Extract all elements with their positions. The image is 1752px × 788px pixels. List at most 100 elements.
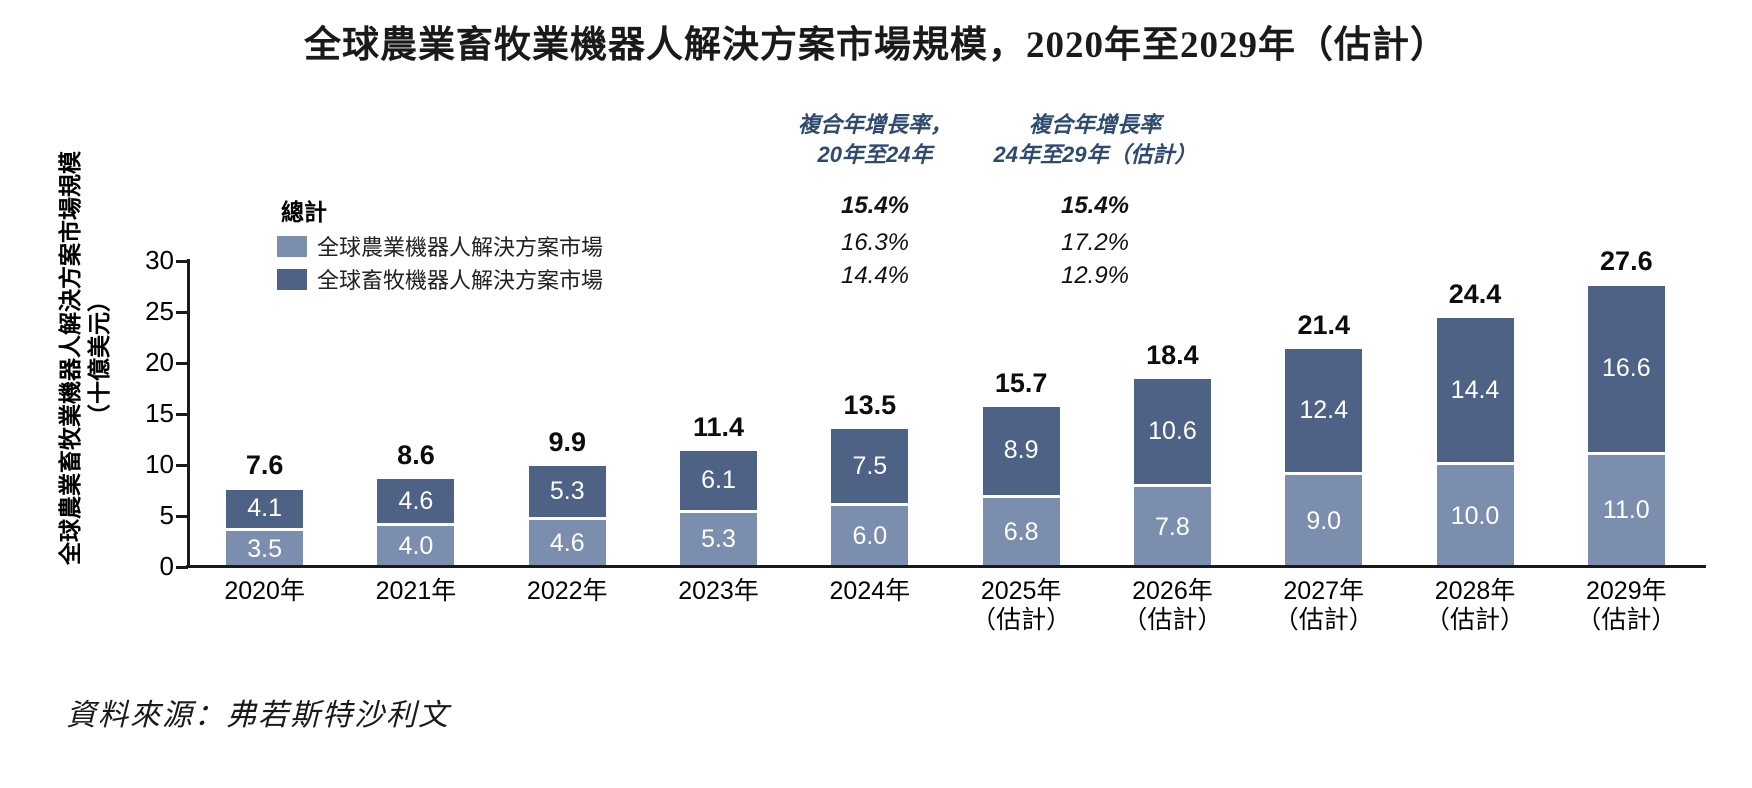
bar-segment-agriculture: 4.6	[377, 479, 455, 527]
x-label-year: 2027年	[1283, 577, 1365, 605]
bar-group: 27.6 16.6 11.0	[1551, 246, 1702, 567]
bar-total-label: 18.4	[1146, 340, 1199, 371]
y-tick-mark	[176, 413, 188, 416]
bar-total-label: 21.4	[1297, 309, 1350, 340]
bar-total-label: 27.6	[1600, 246, 1653, 277]
cagr-header-line2: 20年至24年	[817, 142, 933, 167]
segment-value-label: 3.5	[247, 534, 283, 563]
segment-value-label: 10.6	[1148, 417, 1197, 446]
x-label-year: 2028年	[1434, 577, 1516, 605]
segment-value-label: 4.6	[398, 486, 434, 515]
y-tick-label: 25	[145, 296, 174, 326]
bar-segment-livestock: 6.8	[982, 497, 1060, 567]
bar-group: 9.9 5.3 4.6	[492, 261, 643, 567]
y-tick-label: 30	[145, 245, 174, 275]
segment-value-label: 10.0	[1450, 501, 1500, 530]
stacked-bar: 16.6 11.0	[1587, 285, 1665, 567]
bar-segment-livestock: 4.0	[377, 526, 455, 567]
bar-segment-livestock: 9.0	[1285, 475, 1363, 567]
bar-total-label: 15.7	[994, 367, 1048, 398]
cagr-header-line1: 複合年增長率	[1028, 112, 1161, 137]
stacked-bar: 4.1 3.5	[226, 489, 304, 567]
x-label-year: 2022年	[526, 577, 608, 605]
y-tick-mark	[176, 515, 188, 518]
y-axis-line	[187, 259, 190, 567]
bar-segment-agriculture: 14.4	[1436, 318, 1514, 465]
bar-total-label: 8.6	[397, 440, 435, 471]
plot-area: 7.6 4.1 3.5 8.6 4.6 4.0 9.9 5.3 4.6 11.4 6.1 5.3 13.…	[189, 246, 1702, 567]
bar-segment-livestock: 7.8	[1133, 487, 1211, 567]
source-note: 資料來源：弗若斯特沙利文	[66, 699, 450, 732]
x-axis-category-label: 2025年 （估計）	[945, 577, 1096, 635]
x-axis-category-label: 2027年 （估計）	[1248, 577, 1399, 635]
bar-segment-livestock: 5.3	[680, 512, 758, 567]
cagr-header-line2: 24年至29年（估計）	[993, 142, 1197, 167]
legend-swatch-livestock	[277, 268, 307, 290]
segment-value-label: 6.8	[1003, 517, 1039, 546]
segment-value-label: 5.3	[549, 477, 585, 506]
x-label-year: 2023年	[678, 577, 759, 605]
segment-value-label: 7.8	[1155, 512, 1190, 541]
segment-value-label: 16.6	[1601, 354, 1651, 383]
segment-value-label: 5.3	[701, 525, 736, 554]
segment-value-label: 12.4	[1299, 395, 1349, 424]
x-axis-category-label: 2026年 （估計）	[1097, 577, 1248, 635]
y-tick-mark	[176, 566, 188, 569]
bar-group: 21.4 12.4 9.0	[1248, 261, 1399, 567]
x-label-estimate-note: （估計）	[1273, 606, 1374, 634]
x-axis-category-label: 2023年	[643, 577, 794, 635]
segment-value-label: 14.4	[1450, 375, 1500, 404]
y-axis-label-line1: 全球農業畜牧業機器人解決方案市場規模	[57, 151, 83, 565]
legend-label-livestock: 全球畜牧機器人解決方案市場	[317, 268, 604, 293]
cagr-header-2024-2029: 複合年增長率 24年至29年（估計）	[935, 110, 1255, 170]
segment-value-label: 11.0	[1602, 496, 1650, 525]
bar-segment-agriculture: 16.6	[1587, 285, 1665, 455]
cagr-livestock-2024-2029: 12.9%	[1060, 262, 1130, 289]
x-axis-category-label: 2028年 （估計）	[1399, 577, 1550, 635]
x-label-year: 2025年	[980, 577, 1062, 605]
x-label-estimate-note: （估計）	[1576, 606, 1677, 634]
y-tick-label: 5	[159, 500, 174, 530]
stacked-bar: 7.5 6.0	[831, 429, 909, 567]
y-tick-mark	[176, 362, 188, 365]
bar-total-label: 24.4	[1448, 279, 1502, 310]
y-tick-mark	[176, 464, 188, 467]
bar-group: 7.6 4.1 3.5	[189, 261, 340, 567]
bar-segment-agriculture: 12.4	[1285, 348, 1363, 476]
x-axis-category-label: 2024年	[794, 577, 945, 635]
page-title: 全球農業畜牧業機器人解決方案市場規模，2020年至2029年（估計）	[304, 25, 1448, 66]
bar-total-label: 13.5	[843, 390, 897, 421]
y-tick-label: 10	[145, 449, 174, 479]
segment-value-label: 9.0	[1306, 506, 1342, 535]
cagr-header-line1: 複合年增長率，	[797, 112, 952, 137]
stacked-bar: 4.6 4.0	[377, 479, 455, 567]
legend-item-agriculture: 全球農業機器人解決方案市場	[277, 230, 603, 262]
segment-value-label: 6.0	[852, 521, 888, 550]
stacked-bar: 10.6 7.8	[1133, 379, 1211, 567]
legend-label-agriculture: 全球農業機器人解決方案市場	[317, 235, 604, 260]
segment-value-label: 4.6	[549, 529, 585, 558]
bar-segment-agriculture: 10.6	[1133, 379, 1211, 488]
cagr-header-2020-2024: 複合年增長率， 20年至24年	[735, 110, 1015, 170]
stacked-bar: 8.9 6.8	[982, 406, 1060, 567]
x-label-year: 2024年	[829, 577, 911, 605]
x-axis-category-label: 2020年	[189, 577, 340, 635]
cagr-total-2020-2024: 15.4%	[840, 192, 910, 219]
bar-segment-agriculture: 8.9	[982, 406, 1060, 498]
bar-group: 11.4 6.1 5.3	[643, 261, 794, 567]
bar-segment-agriculture: 5.3	[528, 466, 606, 521]
bar-group: 15.7 8.9 6.8	[945, 261, 1096, 567]
cagr-agriculture-2020-2024: 16.3%	[840, 229, 910, 256]
stacked-bar: 12.4 9.0	[1285, 348, 1363, 567]
segment-value-label: 4.0	[398, 532, 434, 561]
bar-total-label: 7.6	[245, 450, 284, 481]
bar-segment-agriculture: 4.1	[226, 489, 304, 532]
x-label-estimate-note: （估計）	[1425, 606, 1526, 634]
segment-value-label: 8.9	[1003, 436, 1039, 465]
stacked-bar: 5.3 4.6	[528, 466, 606, 567]
y-tick-label: 15	[145, 398, 174, 428]
bar-segment-livestock: 6.0	[831, 505, 909, 567]
cagr-livestock-2020-2024: 14.4%	[840, 262, 910, 289]
bar-total-label: 11.4	[693, 411, 745, 442]
